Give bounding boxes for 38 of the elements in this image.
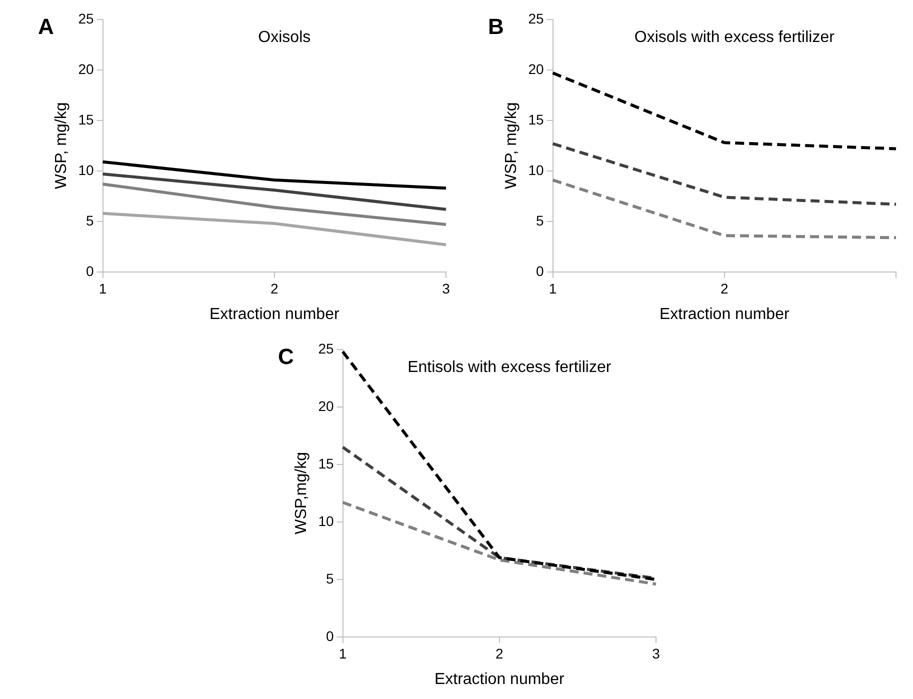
y-tick-label: 25	[318, 340, 334, 356]
y-tick-label: 20	[78, 60, 94, 77]
y-tick-label: 15	[318, 455, 334, 472]
x-tick-label: 2	[720, 280, 728, 296]
y-tick-label: 15	[528, 111, 544, 128]
x-tick-label: 2	[270, 280, 278, 296]
text: Oxisols	[258, 28, 311, 46]
x-axis-title: Extraction number	[209, 306, 340, 323]
y-axis-title: WSP,mg/kg	[293, 452, 310, 534]
text: Oxisols with excess fertilizer	[634, 28, 836, 46]
text: Entisols with excess fertilizer	[408, 358, 612, 376]
y-tick-label: 20	[528, 60, 544, 77]
y-tick-label: 10	[78, 162, 94, 178]
x-axis-title: Extraction number	[434, 670, 565, 688]
x-tick-label: 2	[495, 645, 504, 662]
x-tick-label: 3	[652, 645, 660, 662]
y-tick-label: 0	[326, 628, 334, 644]
x-axis-title: Extraction number	[659, 306, 790, 323]
y-tick-label: 25	[528, 10, 544, 26]
y-tick-label: 25	[78, 10, 94, 26]
x-tick-label: 1	[548, 280, 557, 296]
y-tick-label: 10	[528, 162, 544, 178]
y-tick-label: 5	[86, 212, 94, 228]
y-axis-title: WSP, mg/kg	[53, 102, 70, 190]
x-tick-label: 1	[338, 645, 347, 662]
text: A	[38, 14, 54, 40]
text: C	[278, 344, 294, 370]
x-tick-label: 1	[98, 280, 107, 296]
x-tick-label: 3	[442, 280, 450, 296]
y-axis-title: WSP, mg/kg	[503, 102, 520, 190]
text: B	[488, 14, 504, 40]
y-tick-label: 10	[318, 512, 334, 529]
y-tick-label: 20	[318, 398, 334, 414]
y-tick-label: 0	[536, 262, 544, 279]
y-tick-label: 15	[78, 111, 94, 128]
y-tick-label: 5	[326, 570, 334, 586]
y-tick-label: 0	[86, 262, 94, 279]
y-tick-label: 5	[536, 212, 544, 228]
